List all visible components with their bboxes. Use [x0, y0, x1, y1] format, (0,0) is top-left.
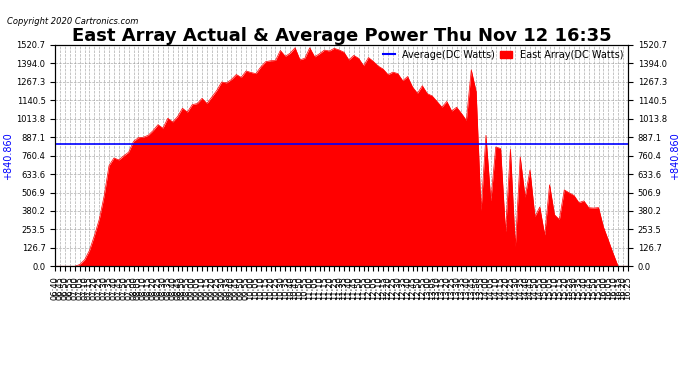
Legend: Average(DC Watts), East Array(DC Watts): Average(DC Watts), East Array(DC Watts) [383, 50, 623, 60]
Y-axis label: +840.860: +840.860 [670, 132, 680, 180]
Title: East Array Actual & Average Power Thu Nov 12 16:35: East Array Actual & Average Power Thu No… [72, 27, 611, 45]
Y-axis label: +840.860: +840.860 [3, 132, 13, 180]
Text: Copyright 2020 Cartronics.com: Copyright 2020 Cartronics.com [7, 17, 138, 26]
